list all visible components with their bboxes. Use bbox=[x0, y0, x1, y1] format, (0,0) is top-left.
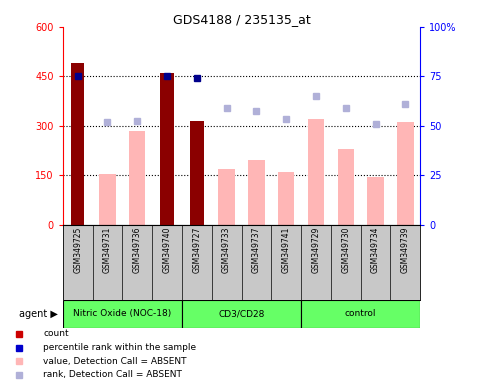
Bar bbox=[218, 169, 235, 225]
Text: GSM349729: GSM349729 bbox=[312, 227, 320, 273]
Bar bbox=[182, 300, 301, 328]
Text: rank, Detection Call = ABSENT: rank, Detection Call = ABSENT bbox=[43, 371, 183, 379]
Text: GSM349730: GSM349730 bbox=[341, 227, 350, 273]
Bar bbox=[338, 149, 354, 225]
Text: GSM349727: GSM349727 bbox=[192, 227, 201, 273]
Text: GSM349741: GSM349741 bbox=[282, 227, 291, 273]
Bar bbox=[248, 161, 265, 225]
Bar bbox=[308, 119, 324, 225]
Bar bbox=[71, 63, 85, 225]
Text: GSM349736: GSM349736 bbox=[133, 227, 142, 273]
Text: value, Detection Call = ABSENT: value, Detection Call = ABSENT bbox=[43, 357, 187, 366]
Text: GSM349737: GSM349737 bbox=[252, 227, 261, 273]
Text: GSM349725: GSM349725 bbox=[73, 227, 82, 273]
Text: control: control bbox=[345, 310, 376, 318]
Text: GSM349734: GSM349734 bbox=[371, 227, 380, 273]
Text: percentile rank within the sample: percentile rank within the sample bbox=[43, 343, 197, 352]
Bar bbox=[397, 122, 413, 225]
Bar bbox=[278, 172, 294, 225]
Text: GSM349731: GSM349731 bbox=[103, 227, 112, 273]
Bar bbox=[160, 73, 174, 225]
Text: count: count bbox=[43, 329, 69, 338]
Bar bbox=[99, 174, 115, 225]
Bar bbox=[129, 131, 145, 225]
Text: GSM349739: GSM349739 bbox=[401, 227, 410, 273]
Text: agent ▶: agent ▶ bbox=[19, 309, 58, 319]
Bar bbox=[301, 300, 420, 328]
Bar bbox=[63, 300, 182, 328]
Text: GSM349740: GSM349740 bbox=[163, 227, 171, 273]
Bar bbox=[368, 177, 384, 225]
Text: CD3/CD28: CD3/CD28 bbox=[218, 310, 265, 318]
Title: GDS4188 / 235135_at: GDS4188 / 235135_at bbox=[172, 13, 311, 26]
Text: GSM349733: GSM349733 bbox=[222, 227, 231, 273]
Bar bbox=[190, 121, 203, 225]
Text: Nitric Oxide (NOC-18): Nitric Oxide (NOC-18) bbox=[73, 310, 171, 318]
